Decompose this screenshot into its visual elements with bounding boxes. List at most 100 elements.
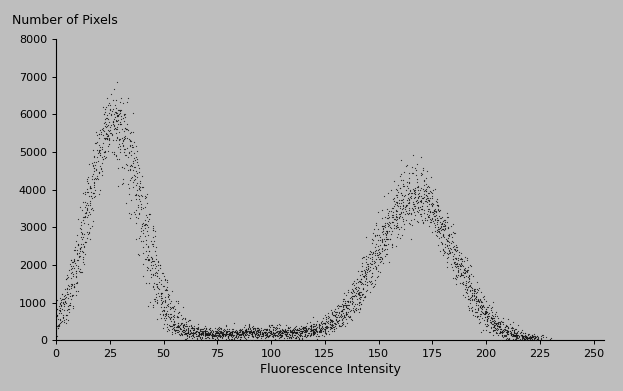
Point (176, 331, 186, 337)
Point (348, 280, 358, 286)
Point (397, 231, 407, 238)
Point (217, 328, 227, 334)
Point (374, 255, 384, 262)
Point (489, 322, 499, 328)
Point (461, 280, 471, 286)
Point (173, 323, 183, 329)
Point (188, 329, 197, 335)
Point (426, 209, 435, 215)
Point (131, 236, 141, 242)
Point (248, 328, 258, 334)
Point (146, 265, 156, 271)
Point (352, 301, 362, 307)
Point (112, 118, 122, 124)
Point (451, 261, 461, 267)
Point (456, 271, 466, 278)
Point (439, 221, 449, 227)
Point (426, 188, 435, 195)
Point (355, 296, 365, 302)
Point (280, 329, 290, 335)
Point (275, 334, 285, 340)
Point (240, 331, 250, 337)
Point (428, 201, 438, 207)
Point (216, 325, 226, 331)
Point (257, 330, 267, 336)
Point (98, 149, 108, 155)
Point (308, 328, 318, 335)
Point (288, 329, 298, 335)
Point (59, 301, 69, 307)
Point (536, 332, 546, 339)
Point (160, 277, 170, 283)
Point (372, 252, 382, 258)
Point (261, 334, 271, 341)
Point (249, 330, 259, 336)
Point (440, 226, 450, 232)
Point (199, 331, 209, 337)
Point (108, 119, 118, 125)
Point (526, 334, 536, 340)
Point (508, 325, 518, 332)
Point (84, 193, 94, 199)
Point (373, 268, 383, 274)
Point (477, 306, 487, 312)
Point (430, 208, 440, 214)
Point (510, 333, 520, 339)
Point (262, 334, 272, 341)
Point (158, 325, 168, 331)
Point (347, 317, 357, 323)
Point (392, 222, 402, 228)
Point (240, 332, 250, 338)
Point (320, 321, 330, 327)
Point (443, 245, 453, 251)
Point (451, 273, 461, 279)
Point (262, 327, 272, 334)
Point (182, 330, 192, 337)
Point (493, 332, 503, 338)
Point (209, 332, 219, 338)
Point (80, 212, 90, 219)
Point (90, 162, 100, 168)
Point (265, 332, 275, 339)
Point (78, 219, 88, 226)
Point (75, 269, 85, 275)
Point (52, 312, 62, 319)
Point (383, 215, 393, 221)
Point (424, 201, 434, 207)
Point (330, 323, 340, 329)
Point (387, 214, 397, 221)
Point (361, 271, 371, 277)
Point (57, 306, 67, 312)
Point (440, 240, 450, 247)
Point (183, 332, 193, 339)
Point (497, 319, 506, 325)
Point (465, 294, 475, 300)
Point (229, 328, 239, 335)
Point (309, 331, 319, 337)
Point (239, 330, 249, 337)
Point (407, 205, 417, 211)
Point (332, 309, 342, 315)
Point (174, 325, 184, 331)
Point (126, 173, 136, 179)
Point (506, 325, 516, 331)
Point (404, 207, 414, 213)
Point (249, 329, 259, 335)
Point (300, 325, 310, 331)
Point (80, 251, 90, 258)
Point (477, 328, 487, 335)
Point (197, 335, 207, 341)
Point (269, 324, 278, 330)
Point (243, 332, 253, 338)
Point (365, 264, 375, 271)
Point (456, 256, 466, 262)
Point (492, 321, 502, 327)
Point (373, 209, 383, 215)
Point (101, 130, 111, 136)
Point (501, 332, 511, 339)
Point (259, 329, 269, 335)
Point (124, 185, 134, 191)
Point (246, 327, 256, 334)
Point (521, 333, 531, 339)
Point (174, 323, 184, 329)
